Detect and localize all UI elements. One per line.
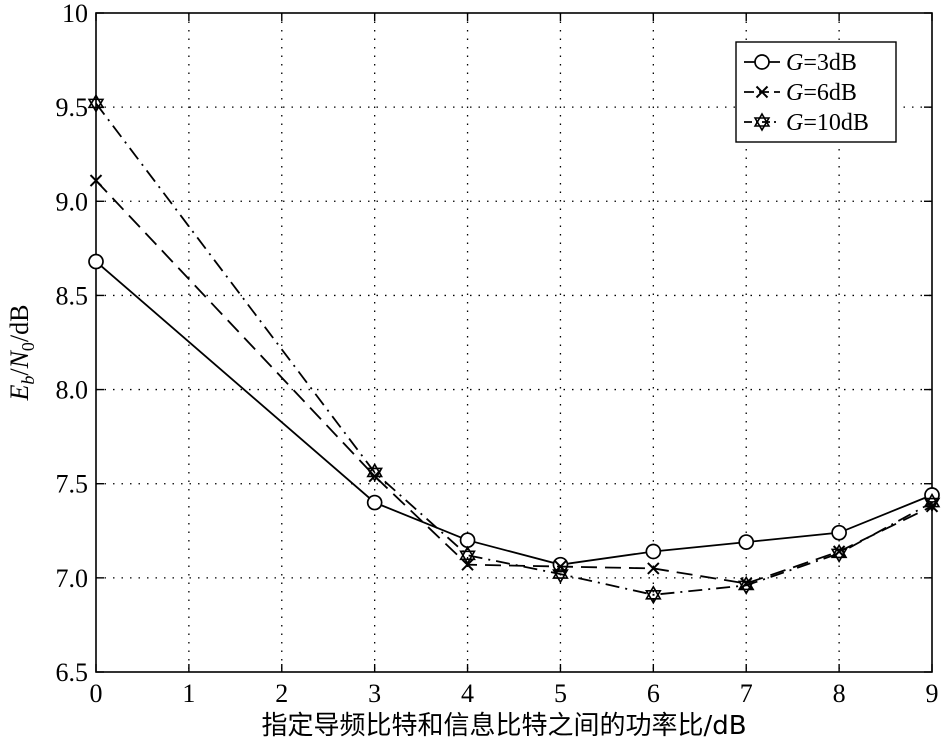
marker-star-up — [552, 564, 569, 579]
y-tick-label: 6.5 — [56, 658, 89, 687]
marker-star-down — [552, 569, 569, 584]
legend-label-g6: G=6dB — [786, 80, 857, 106]
legend-entry-g3: G=3dB — [744, 50, 857, 76]
marker-star-down — [753, 117, 771, 132]
x-tick-label: 0 — [90, 679, 103, 708]
data-point — [923, 492, 941, 513]
marker-circle — [366, 494, 383, 511]
x-tick-label: 7 — [740, 679, 753, 708]
marker-star-up — [737, 575, 755, 591]
y-tick-label: 8.5 — [56, 281, 89, 310]
data-point — [831, 524, 847, 541]
y-title-slash: / — [5, 368, 34, 376]
data-point — [738, 534, 755, 550]
x-axis-title: 指定导频比特和信息比特之间的功率比/dB — [261, 711, 746, 741]
x-tick-label: 9 — [926, 679, 939, 708]
axis-ticks: 0 1 2 3 4 5 6 7 8 9 6.5 7.0 7.5 8.0 8.5 9.0 9.5 10 — [56, 0, 939, 708]
legend-label-g3: G=3dB — [786, 50, 857, 76]
data-point — [366, 494, 383, 511]
data-point — [459, 545, 476, 565]
legend-marker — [755, 85, 769, 99]
data-point — [737, 575, 755, 595]
y-tick-label: 9.5 — [56, 93, 89, 122]
legend-entry-g6: G=6dB — [744, 80, 857, 106]
series-group — [87, 93, 941, 605]
marker-x-stroke — [89, 174, 103, 187]
marker-star-down — [645, 590, 662, 605]
marker-star-up — [753, 112, 771, 127]
x-tick-label: 5 — [554, 679, 567, 708]
series-line — [95, 102, 933, 596]
series-6db — [89, 174, 939, 590]
data-point — [645, 585, 662, 605]
x-tick-label: 4 — [461, 679, 474, 708]
x-tick-label: 8 — [833, 679, 846, 708]
marker-star-up — [645, 585, 662, 600]
marker-x-stroke — [647, 562, 660, 575]
data-point — [366, 462, 383, 483]
marker-circle — [738, 534, 755, 550]
data-point — [830, 543, 848, 563]
y-axis-title: Eb/N0/dB — [5, 304, 38, 401]
data-point — [645, 543, 662, 560]
y-tick-label: 10 — [62, 0, 88, 28]
marker-circle — [459, 532, 476, 549]
x-tick-label: 1 — [182, 679, 195, 708]
marker-x-stroke — [755, 85, 769, 99]
marker-star-down — [366, 467, 383, 483]
series-3db — [88, 253, 940, 573]
x-tick-label: 6 — [647, 679, 660, 708]
legend-entry-g10: G=10dB — [744, 110, 869, 136]
y-tick-label: 7.0 — [56, 564, 89, 593]
y-tick-label: 9.0 — [56, 187, 89, 216]
x-tick-label: 3 — [368, 679, 381, 708]
x-tick-label: 2 — [275, 679, 288, 708]
y-title-unit: /dB — [5, 304, 34, 342]
marker-star-up — [87, 93, 105, 109]
data-point — [87, 93, 105, 113]
data-point — [552, 564, 569, 584]
marker-star-down — [830, 548, 848, 563]
y-title-zero-subscript: 0 — [18, 342, 38, 351]
grid — [96, 13, 932, 672]
data-point — [647, 562, 660, 575]
series-line — [95, 179, 933, 585]
y-tick-label: 7.5 — [56, 470, 89, 499]
data-point — [88, 253, 104, 270]
plot-frame — [95, 12, 933, 673]
marker-star-down — [923, 497, 941, 513]
series-line — [95, 260, 933, 566]
y-title-n: N — [5, 349, 34, 369]
marker-circle — [88, 253, 104, 270]
marker-star-down — [737, 580, 755, 595]
legend-marker — [754, 54, 770, 70]
marker-circle — [754, 54, 770, 70]
marker-star-up — [923, 492, 941, 508]
legend-marker — [753, 112, 771, 132]
y-title-b-subscript: b — [18, 376, 38, 385]
data-point — [89, 174, 103, 187]
marker-circle — [831, 524, 847, 541]
marker-star-up — [366, 462, 383, 478]
data-point — [459, 532, 476, 549]
marker-star-up — [830, 543, 848, 559]
marker-star-up — [459, 545, 476, 561]
legend-label-g10: G=10dB — [786, 110, 869, 136]
marker-star-down — [459, 550, 476, 565]
y-title-e: E — [5, 385, 34, 402]
legend: G=3dB G=6dB G=10dB — [735, 41, 897, 143]
legend-items: G=3dB G=6dB G=10dB — [744, 50, 869, 136]
marker-star-down — [87, 98, 105, 113]
marker-circle — [645, 543, 662, 560]
y-tick-label: 8.0 — [56, 376, 89, 405]
series-10db — [87, 93, 941, 605]
